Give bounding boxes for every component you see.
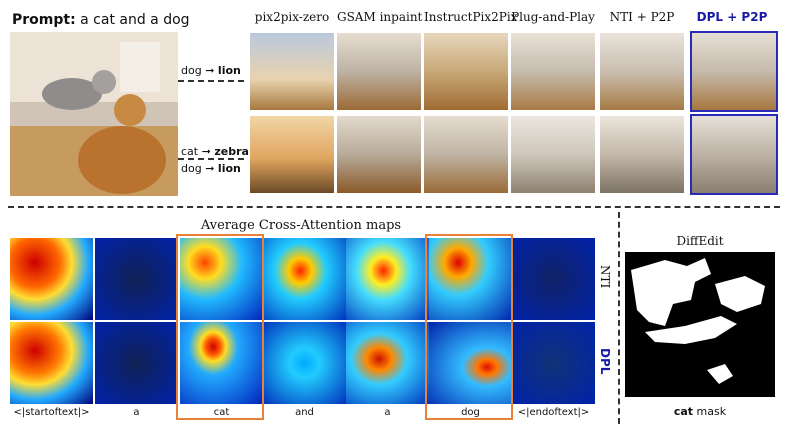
attention-map bbox=[263, 238, 346, 320]
edit-label-dog-lion: dog ➞ lion bbox=[181, 64, 241, 77]
result-image bbox=[250, 116, 334, 193]
token-label: cat bbox=[213, 407, 230, 418]
section-divider bbox=[8, 206, 780, 208]
edit-to: zebra bbox=[214, 145, 249, 158]
method-header: pix2pix-zero bbox=[254, 10, 330, 24]
diffedit-caption: cat mask bbox=[650, 405, 750, 418]
highlight-cat bbox=[176, 234, 264, 420]
result-image bbox=[424, 33, 508, 110]
attention-map bbox=[180, 322, 263, 404]
token-label: and bbox=[295, 407, 314, 418]
mask-word: cat bbox=[673, 405, 694, 418]
edit-from: cat bbox=[181, 145, 199, 158]
result-image bbox=[600, 116, 684, 193]
arrow-1 bbox=[178, 80, 244, 82]
result-image-ours bbox=[690, 31, 778, 112]
token-label: a bbox=[384, 407, 391, 418]
attention-map bbox=[429, 322, 512, 404]
highlight-dog bbox=[425, 234, 513, 420]
attention-map bbox=[512, 238, 595, 320]
edit-from: dog bbox=[181, 162, 202, 175]
attention-map bbox=[263, 322, 346, 404]
token-label: <|startoftext|> bbox=[13, 407, 90, 418]
row-label-ours: DPL bbox=[598, 348, 612, 375]
method-header: Plug-and-Play bbox=[511, 10, 595, 24]
attention-map bbox=[10, 238, 93, 320]
result-image-ours bbox=[690, 114, 778, 195]
result-image bbox=[600, 33, 684, 110]
attention-map bbox=[512, 322, 595, 404]
edit-label-dog-lion-2: dog ➞ lion bbox=[181, 162, 241, 175]
method-header: GSAM inpaint bbox=[337, 10, 423, 24]
attention-map bbox=[95, 238, 178, 320]
attention-map bbox=[429, 238, 512, 320]
diffedit-mask bbox=[625, 252, 775, 397]
token-label: a bbox=[133, 407, 140, 418]
prompt-label: Prompt: bbox=[12, 12, 76, 28]
source-image bbox=[10, 32, 178, 196]
result-image bbox=[511, 116, 595, 193]
arrow-2 bbox=[178, 158, 244, 160]
token-label: dog bbox=[461, 407, 480, 418]
attention-map bbox=[180, 238, 263, 320]
section-divider-vertical bbox=[618, 212, 620, 424]
mask-suffix: mask bbox=[693, 405, 727, 418]
prompt: Prompt: a cat and a dog bbox=[12, 12, 190, 28]
attention-map bbox=[95, 322, 178, 404]
attention-map bbox=[10, 322, 93, 404]
edit-to: lion bbox=[217, 162, 241, 175]
prompt-text: a cat and a dog bbox=[75, 12, 190, 28]
result-image bbox=[424, 116, 508, 193]
edit-label-cat-zebra: cat ➞ zebra bbox=[181, 145, 249, 158]
attention-title: Average Cross-Attention maps bbox=[200, 218, 402, 233]
result-image bbox=[250, 33, 334, 110]
attention-map bbox=[346, 238, 429, 320]
token-label: <|endoftext|> bbox=[517, 407, 590, 418]
result-image bbox=[511, 33, 595, 110]
result-image bbox=[337, 33, 421, 110]
diffedit-title: DiffEdit bbox=[676, 234, 724, 248]
result-image bbox=[337, 116, 421, 193]
edit-to: lion bbox=[217, 64, 241, 77]
edit-from: dog bbox=[181, 64, 202, 77]
row-label: NTI bbox=[598, 265, 612, 289]
method-header: NTI + P2P bbox=[609, 10, 675, 24]
method-header: InstructPix2Pix bbox=[424, 10, 518, 24]
attention-map bbox=[346, 322, 429, 404]
method-header-ours: DPL + P2P bbox=[696, 10, 768, 24]
